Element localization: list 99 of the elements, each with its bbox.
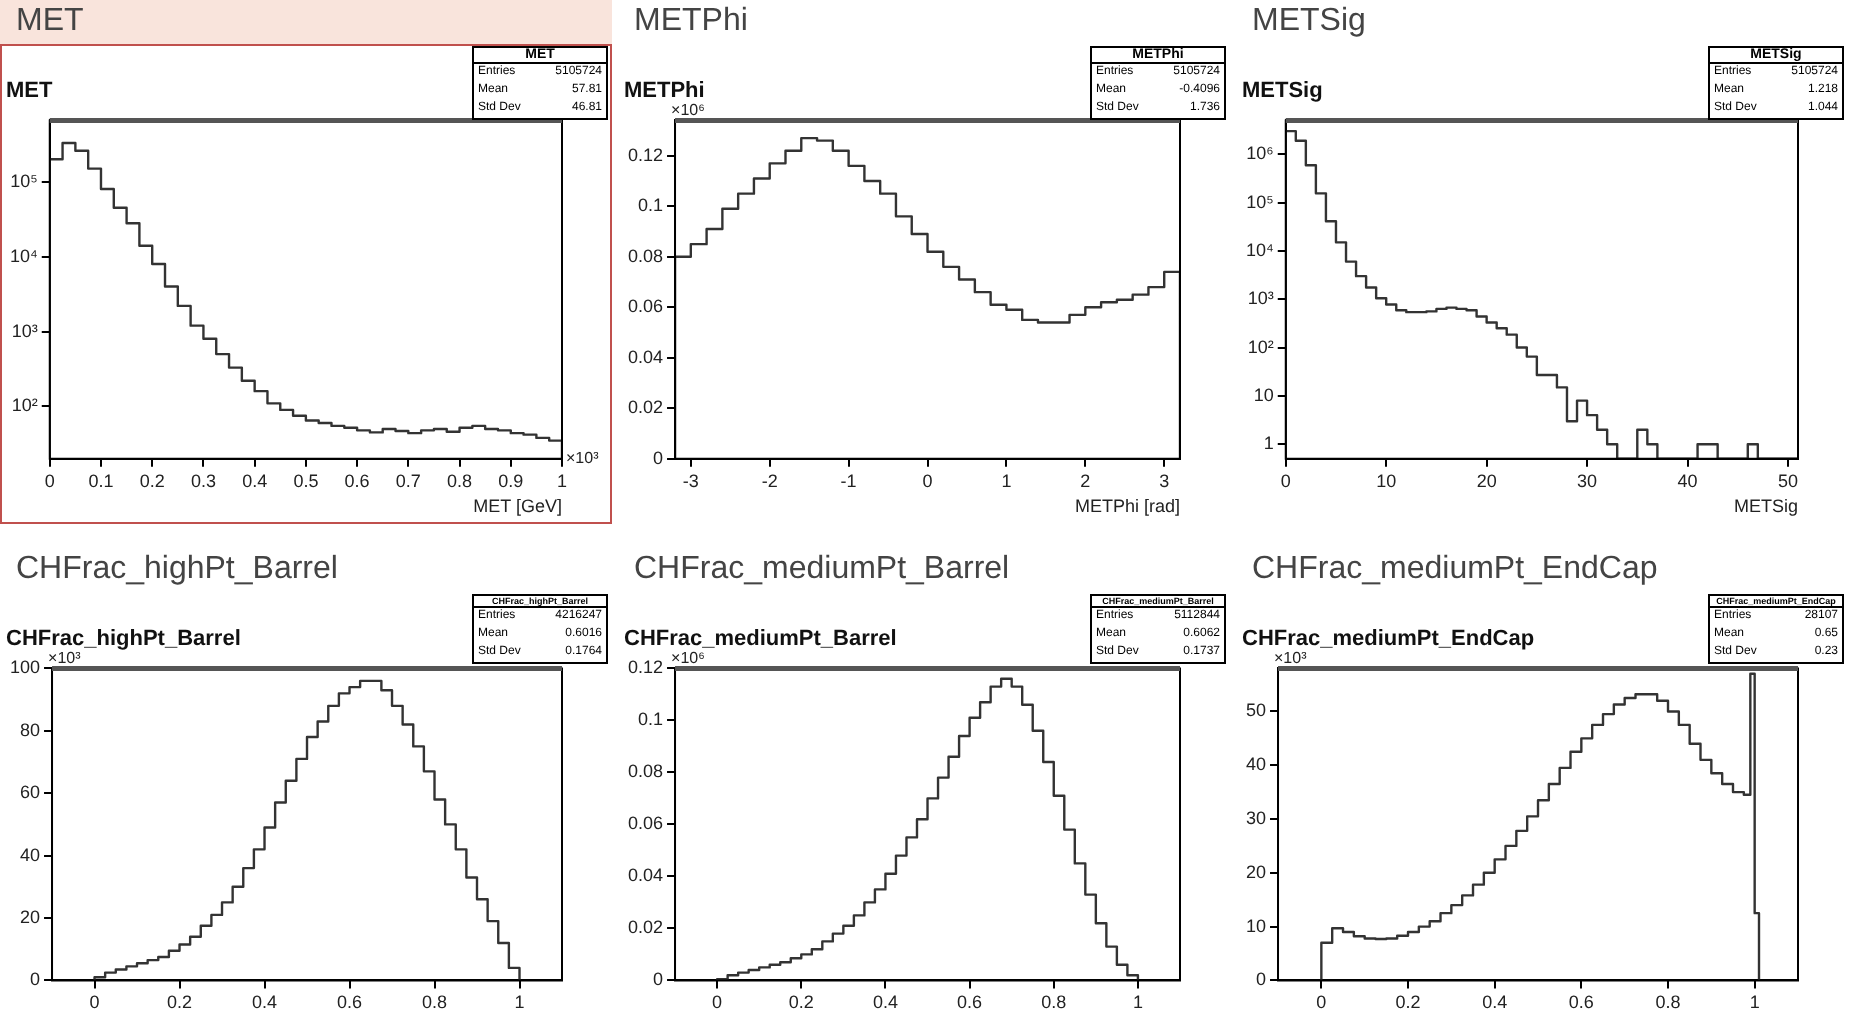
y-tick-label: 0.12 [627, 657, 664, 678]
y-tick-label: 0 [653, 447, 664, 468]
y-tick-label: 0.08 [627, 245, 664, 266]
x-tick-label: 30 [1577, 470, 1598, 491]
x-tick-label: -3 [682, 470, 699, 491]
chart-title: CHFrac_mediumPt_Barrel [632, 550, 1012, 590]
x-tick-label: 0 [712, 992, 723, 1013]
x-tick-label: 20 [1476, 470, 1497, 491]
y-tick-label: 40 [1245, 754, 1267, 775]
x-tick-label: 0.3 [190, 470, 216, 491]
y-tick-label: 0 [1255, 969, 1267, 990]
text: ×10⁶ [671, 648, 705, 667]
x-tick-label: 0.6 [957, 992, 983, 1013]
x-tick-label: 0.5 [293, 470, 319, 491]
text: ×10⁶ [671, 100, 705, 119]
y-tick-label: 1 [1263, 433, 1274, 454]
y-tick-label: 40 [20, 844, 41, 865]
x-tick-label: 0.8 [421, 992, 448, 1013]
x-axis-title: METPhi [rad] [1074, 496, 1180, 517]
y-tick-label: 0.06 [627, 813, 664, 834]
x-tick-label: 0.9 [498, 470, 524, 491]
y-tick-label: 0.04 [627, 865, 664, 886]
x-tick-label: 0.2 [1395, 992, 1421, 1013]
y-tick-label: 0.1 [638, 709, 664, 730]
y-tick-label: 10⁴ [1245, 239, 1274, 260]
x-axis-title: MET [GeV] [473, 496, 562, 517]
y-tick-label: 20 [20, 906, 41, 927]
x-tick-label: 1 [556, 470, 568, 491]
x-tick-label: -2 [761, 470, 778, 491]
x-tick-label: 3 [1159, 470, 1170, 491]
chart-title: CHFrac_highPt_Barrel [14, 550, 340, 590]
x-tick-label: 0.6 [337, 992, 363, 1013]
x-tick-label: 0 [1280, 470, 1291, 491]
chart-subtitle: CHFrac_mediumPt_Barrel [624, 627, 897, 652]
chart-subtitle: CHFrac_mediumPt_EndCap [1242, 627, 1535, 652]
y-tick-label: 0.04 [627, 346, 664, 367]
x-tick-label: 40 [1677, 470, 1698, 491]
y-tick-label: 0.06 [627, 296, 664, 317]
x-tick-label: 1 [514, 992, 525, 1013]
x-tick-label: 0.4 [242, 470, 268, 491]
chart-title: METSig [1250, 2, 1368, 42]
x-tick-label: 0 [1316, 992, 1327, 1013]
x-tick-label: 0.4 [1482, 992, 1508, 1013]
y-tick-label: 0.12 [627, 144, 664, 165]
y-tick-label: 30 [1245, 807, 1267, 828]
x-tick-label: -1 [840, 470, 857, 491]
y-tick-label: 0.1 [638, 195, 664, 216]
chart-subtitle: CHFrac_highPt_Barrel [6, 627, 241, 652]
x-tick-label: 0.4 [252, 992, 278, 1013]
x-tick-label: 0.4 [872, 992, 898, 1013]
y-tick-label: 10⁵ [10, 170, 39, 191]
x-tick-label: 2 [1080, 470, 1091, 491]
chart-subtitle: MET [6, 79, 53, 104]
x-tick-label: 1 [1132, 992, 1143, 1013]
x-tick-label: 1 [1001, 470, 1012, 491]
y-tick-label: 10² [1247, 336, 1274, 357]
y-tick-label: 100 [9, 657, 41, 678]
y-tick-label: 10 [1245, 915, 1267, 936]
chart-subtitle: METPhi [624, 79, 705, 104]
y-tick-label: 0 [653, 969, 664, 990]
chart-title: MET [0, 0, 612, 44]
chart-title: CHFrac_mediumPt_EndCap [1250, 550, 1660, 590]
x-tick-label: 0 [922, 470, 933, 491]
x-tick-label: 10 [1376, 470, 1397, 491]
y-tick-label: 0.08 [627, 761, 664, 782]
x-tick-label: 0.6 [1568, 992, 1594, 1013]
y-tick-label: 10⁵ [1246, 191, 1275, 212]
y-tick-label: 80 [20, 719, 41, 740]
y-tick-label: 60 [20, 782, 41, 803]
y-tick-label: 10 [1253, 384, 1274, 405]
x-tick-label: 0.6 [344, 470, 370, 491]
chart-subtitle: METSig [1242, 79, 1323, 104]
x-tick-label: 0.2 [167, 992, 193, 1013]
y-tick-label: 0.02 [627, 397, 664, 418]
y-tick-label: 10³ [1247, 288, 1274, 309]
x-tick-label: 0.8 [1041, 992, 1067, 1013]
y-tick-label: 10² [11, 395, 38, 416]
y-tick-label: 10⁶ [1246, 143, 1275, 164]
text: ×10³ [48, 648, 82, 667]
y-tick-label: 20 [1245, 861, 1267, 882]
y-tick-label: 10⁴ [9, 245, 38, 266]
chart-title: METPhi [632, 2, 750, 42]
y-tick-label: 0 [30, 969, 41, 990]
x-tick-label: 0.8 [447, 470, 473, 491]
text: ×10³ [1274, 648, 1308, 667]
x-tick-label: 1 [1749, 992, 1760, 1013]
text: ×10³ [566, 449, 600, 468]
x-tick-label: 0 [89, 992, 100, 1013]
x-tick-label: 0.1 [88, 470, 114, 491]
y-tick-label: 10³ [11, 320, 38, 341]
x-axis-title: METSig [1733, 496, 1798, 517]
x-tick-label: 50 [1777, 470, 1798, 491]
x-tick-label: 0.7 [395, 470, 421, 491]
x-tick-label: 0 [44, 470, 55, 491]
x-tick-label: 0.2 [788, 992, 814, 1013]
x-tick-label: 0.8 [1655, 992, 1681, 1013]
y-tick-label: 0.02 [627, 917, 664, 938]
x-tick-label: 0.2 [139, 470, 165, 491]
y-tick-label: 50 [1245, 700, 1267, 721]
